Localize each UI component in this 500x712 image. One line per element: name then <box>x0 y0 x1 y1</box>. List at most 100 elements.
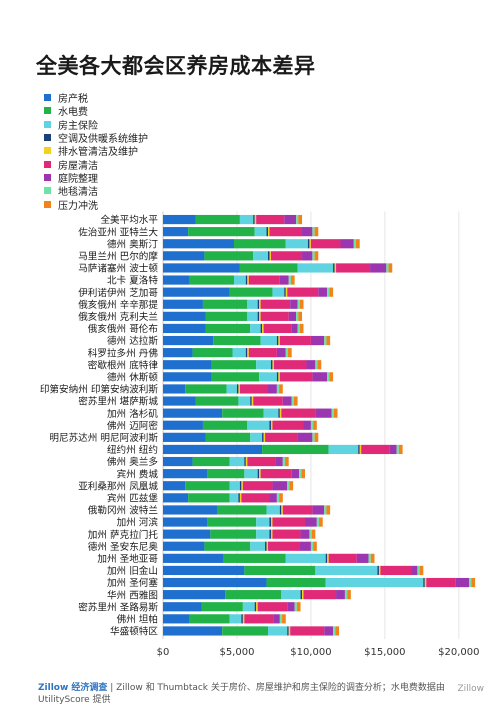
bar-segment <box>285 348 288 358</box>
bar-segment <box>163 287 230 297</box>
bar-segment <box>370 263 387 273</box>
bar-segment <box>239 214 254 225</box>
bar-segment <box>205 323 251 334</box>
bar-segment <box>315 565 378 576</box>
bar-segment <box>163 323 206 334</box>
bar-segment <box>361 444 390 455</box>
bar-segment <box>163 214 196 225</box>
bar-segment <box>324 505 327 515</box>
bar-segment <box>250 396 252 406</box>
legend-swatch <box>44 173 51 181</box>
bar-segment <box>241 481 243 491</box>
bar-segment <box>353 239 357 249</box>
bar-segment <box>288 311 297 321</box>
bar-segment <box>205 311 248 321</box>
bar-segment <box>163 372 212 382</box>
bar-segment <box>469 577 472 588</box>
bar-segment <box>282 614 286 624</box>
legend-label: 压力冲洗 <box>58 200 98 212</box>
bar-segment <box>307 239 310 249</box>
bar-segment <box>276 335 279 346</box>
bar-segment <box>327 553 329 563</box>
bar-segment <box>260 469 292 479</box>
category-label: 俄亥俄州 辛辛那提 <box>78 299 158 311</box>
bar-segment <box>254 227 267 237</box>
bar-segment <box>276 348 286 358</box>
bar-segment <box>279 384 283 394</box>
bar-segment <box>163 626 223 636</box>
bar-segment <box>256 360 271 370</box>
bar-segment <box>297 299 300 309</box>
bar-segment <box>306 360 316 370</box>
bar-segment <box>312 505 325 515</box>
bar-segment <box>260 335 277 346</box>
bar-segment <box>239 384 269 394</box>
bar-segment <box>340 239 354 249</box>
bar-segment <box>276 493 280 503</box>
bar-segment <box>245 348 248 358</box>
legend-label: 水电费 <box>58 107 88 119</box>
bar-segment <box>247 456 276 467</box>
bar-segment <box>377 565 379 576</box>
bar-segment <box>312 432 315 442</box>
legend-item: 排水管清洁及维护 <box>44 144 148 158</box>
bar-segment <box>265 432 298 442</box>
bar-segment <box>288 275 291 285</box>
bar-segment <box>269 420 271 430</box>
bar-segment <box>244 614 274 624</box>
bar-segment <box>266 541 269 551</box>
bar-segment <box>257 602 288 612</box>
bar-segment <box>285 239 308 249</box>
bar-segment <box>245 456 248 467</box>
bar-segment <box>282 396 292 406</box>
bar-segment <box>278 372 280 382</box>
bar-segment <box>239 263 298 273</box>
category-label: 俄亥俄州 克利夫兰 <box>78 311 158 323</box>
category-label: 加州 洛杉矶 <box>107 408 158 420</box>
bar-segment <box>247 299 258 309</box>
legend-item: 房产税 <box>44 91 148 105</box>
bar-segment <box>317 360 322 370</box>
bar-segment <box>263 408 279 418</box>
bar-segment <box>260 311 289 321</box>
bar-segment <box>163 263 240 273</box>
bar-segment <box>202 299 248 309</box>
bar-segment <box>273 360 307 370</box>
bar-segment <box>279 372 313 382</box>
bar-segment <box>297 432 313 442</box>
bar-segment <box>188 227 255 237</box>
bar-segment <box>222 408 264 418</box>
bar-segment <box>298 311 303 321</box>
bar-segment <box>204 541 251 551</box>
bar-segment <box>260 299 291 309</box>
bar-segment <box>260 323 263 334</box>
bar-segment <box>300 590 303 600</box>
legend-label: 空调及供暖系统维护 <box>58 134 148 146</box>
bar-segment <box>185 481 230 491</box>
bar-segment <box>256 517 270 527</box>
bar-segment <box>312 251 315 261</box>
bar-segment <box>333 263 335 273</box>
bar-segment <box>302 251 313 261</box>
bar-segment <box>189 275 234 285</box>
bar-segment <box>241 493 270 503</box>
bar-segment <box>229 456 245 467</box>
category-label: 密歇根州 底特律 <box>88 359 159 371</box>
bar-segment <box>297 263 334 273</box>
category-label: 俄亥俄州 哥伦布 <box>88 323 159 335</box>
bar-segment <box>238 493 240 503</box>
bar-segment <box>359 444 362 455</box>
bar-segment <box>257 311 260 321</box>
bar-segment <box>303 590 337 600</box>
bar-segment <box>313 541 317 551</box>
bar-segment <box>270 360 273 370</box>
bar-segment <box>471 577 476 588</box>
bar-segment <box>263 323 292 334</box>
bar-segment <box>331 408 334 418</box>
x-tick-label: $15,000 <box>364 647 405 658</box>
legend-swatch <box>44 147 51 155</box>
bar-segment <box>256 529 270 539</box>
bar-segment <box>163 251 205 261</box>
bar-segment <box>247 311 258 321</box>
category-label: 华盛顿特区 <box>110 626 158 638</box>
